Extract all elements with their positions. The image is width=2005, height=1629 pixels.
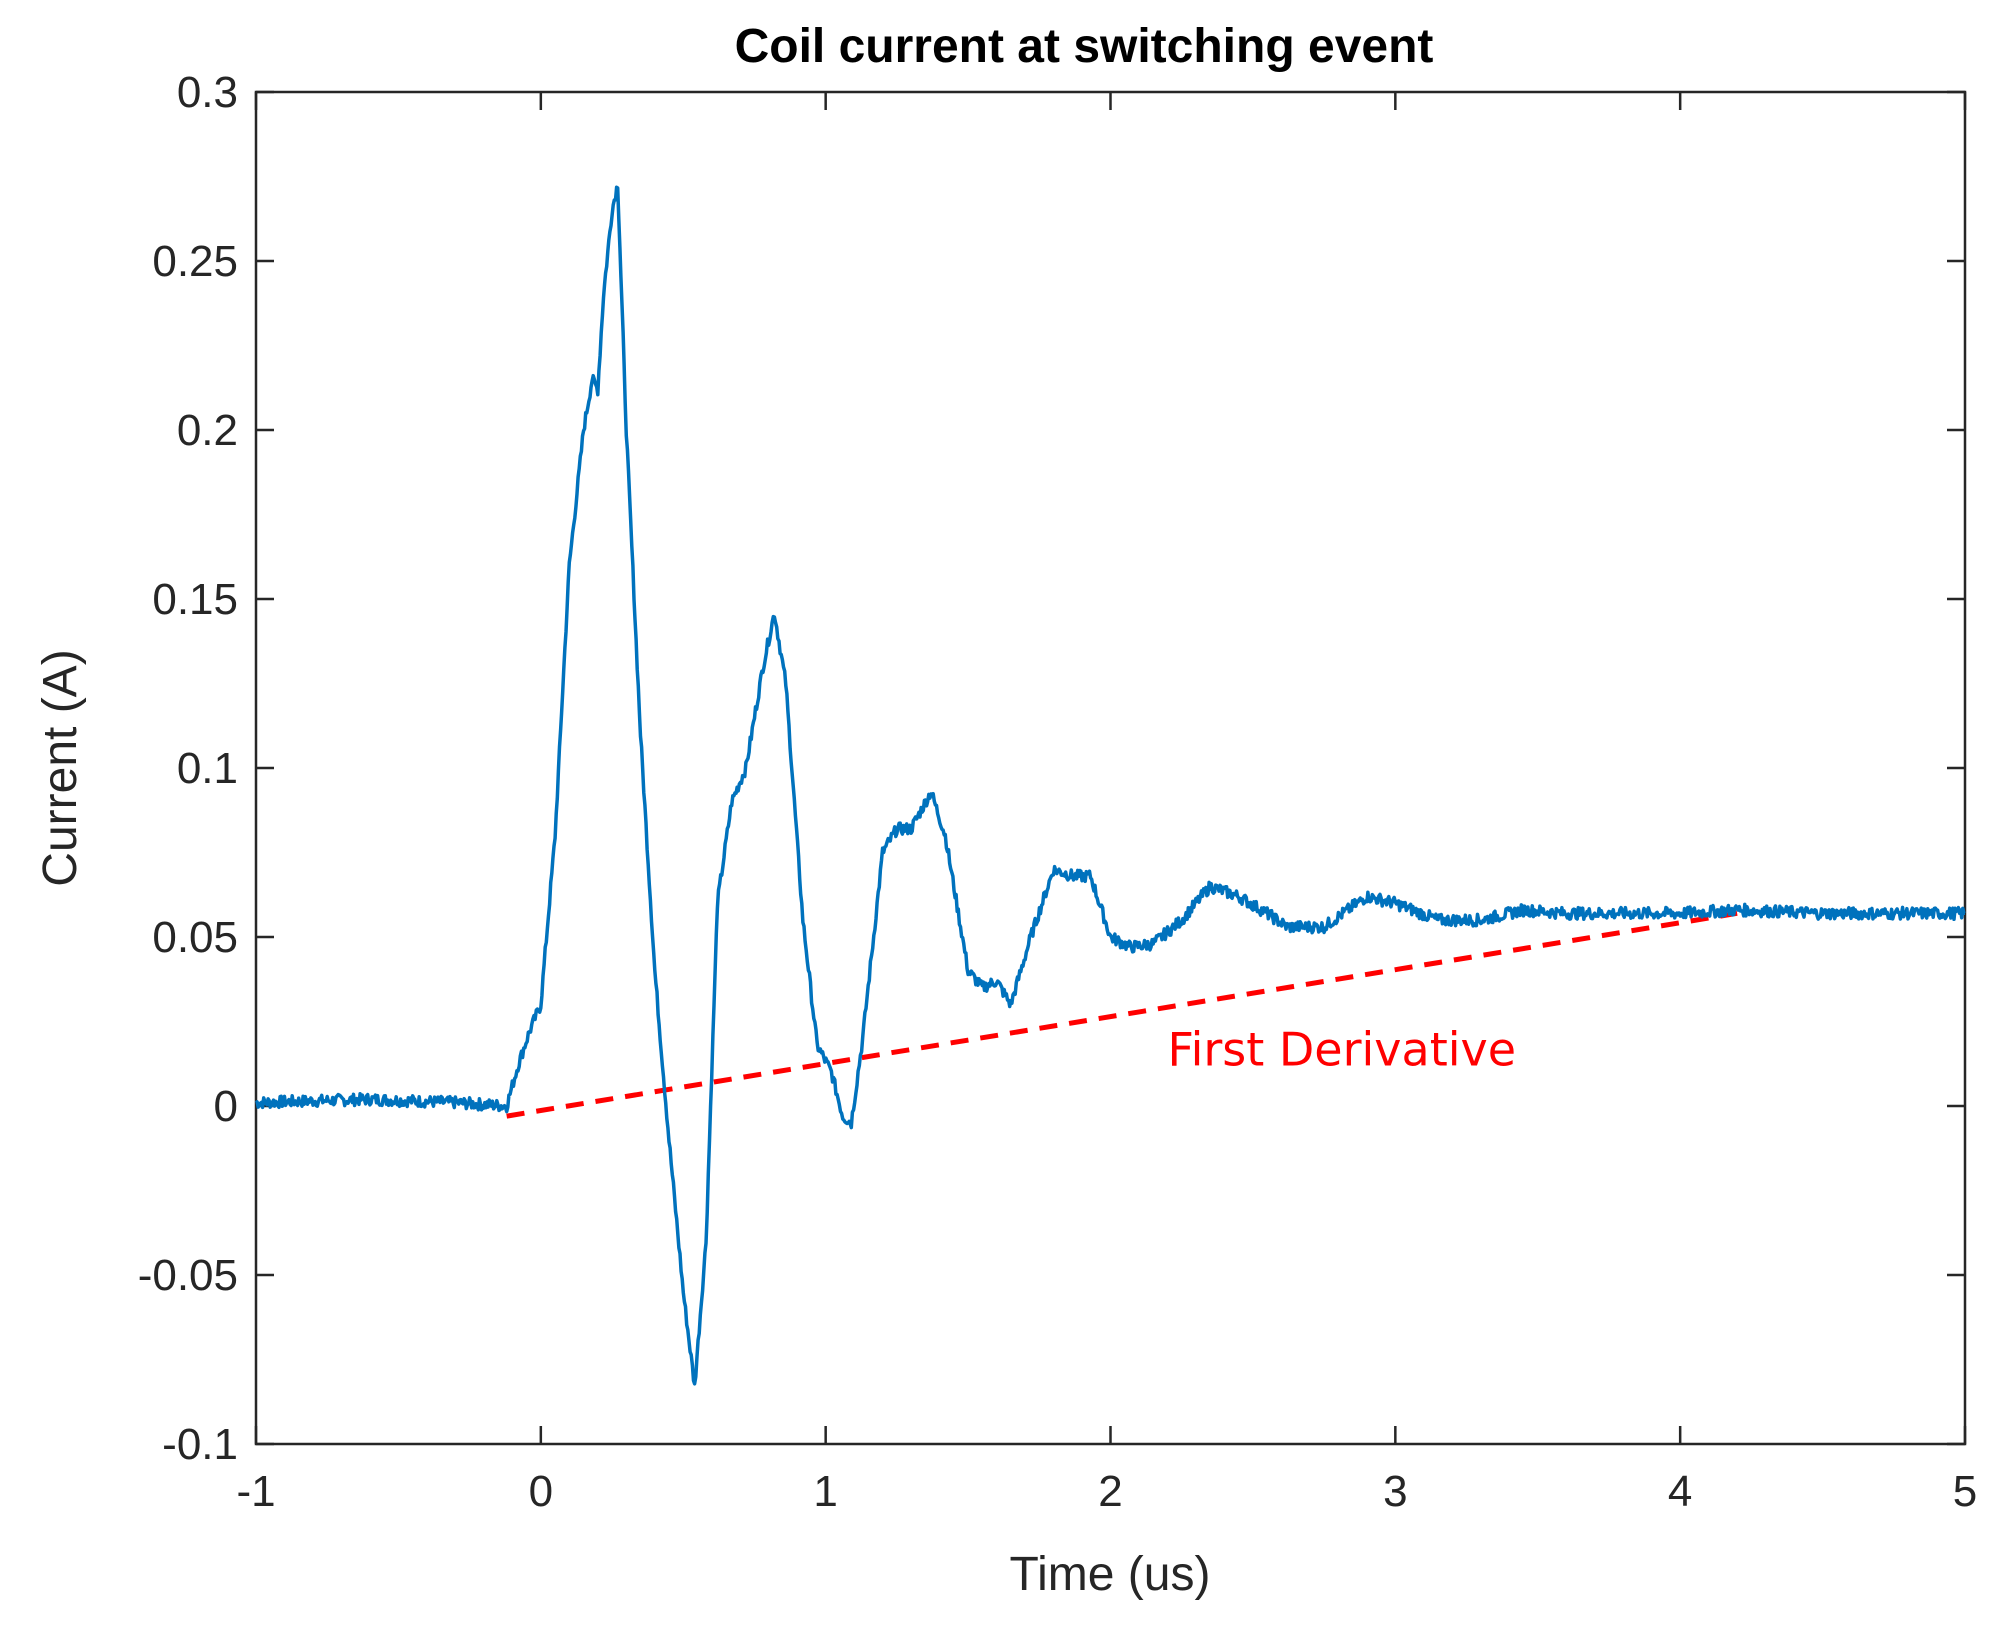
axis-tick-labels: -1 0 1 2 3 4 5 -0.1 -0.05 0 0.05 0.1 0.15 0.2 0.25 0.3	[138, 68, 1978, 1516]
y-tick-label: 0.05	[152, 913, 238, 962]
y-tick-label: 0.25	[152, 237, 238, 286]
y-tick-label: 0	[214, 1082, 238, 1131]
first-derivative-annotation: First Derivative	[1167, 1022, 1516, 1076]
coil-current-series-line	[254, 185, 1966, 1386]
x-axis-label: Time (us)	[1010, 1548, 1211, 1601]
y-tick-label: 0.15	[152, 575, 238, 624]
y-tick-label: 0.1	[177, 744, 238, 793]
x-tick-label: 5	[1953, 1467, 1977, 1516]
y-tick-label: 0.3	[177, 68, 238, 117]
axis-ticks	[254, 90, 1967, 1446]
y-tick-label: -0.1	[162, 1420, 238, 1469]
y-tick-label: -0.05	[138, 1251, 238, 1300]
x-tick-label: -1	[236, 1467, 275, 1516]
x-tick-label: 3	[1383, 1467, 1407, 1516]
y-tick-label: 0.2	[177, 406, 238, 455]
y-axis-label: Current (A)	[34, 649, 87, 886]
x-tick-label: 2	[1098, 1467, 1122, 1516]
x-tick-label: 4	[1668, 1467, 1692, 1516]
chart-title: Coil current at switching event	[735, 20, 1434, 73]
x-tick-label: 1	[813, 1467, 837, 1516]
x-tick-label: 0	[529, 1467, 553, 1516]
